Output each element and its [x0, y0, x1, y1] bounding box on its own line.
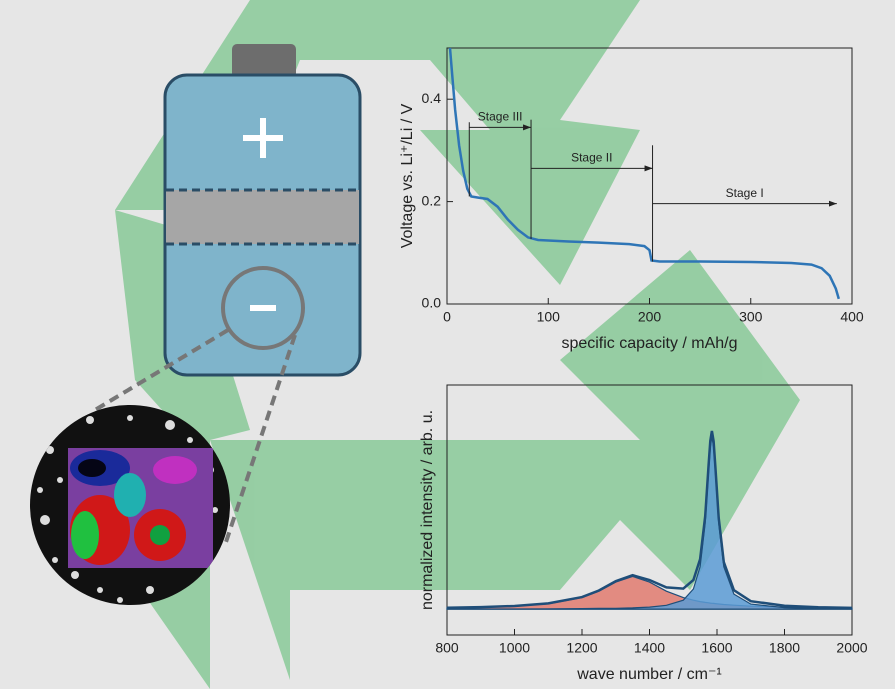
y-axis-label: Voltage vs. Li⁺/Li / V [399, 103, 416, 248]
map-blob [114, 473, 146, 517]
x-tick-label: 1800 [769, 640, 800, 656]
battery-cap [232, 44, 296, 78]
x-tick-label: 1200 [566, 640, 597, 656]
page: 0 100 200 300 400 0.0 0.2 0.4 specific capacity … [0, 0, 895, 689]
x-tick-label: 800 [435, 640, 459, 656]
stage-label: Stage II [571, 150, 612, 164]
map-blob [150, 525, 170, 545]
x-tick-label: 0 [443, 309, 451, 325]
stage-label: Stage III [478, 110, 523, 124]
x-tick-label: 100 [537, 309, 561, 325]
map-blob [71, 511, 99, 559]
y-axis-label: normalized intensity / arb. u. [419, 410, 436, 610]
y-tick-label: 0.2 [422, 192, 442, 208]
x-tick-label: 1000 [499, 640, 530, 656]
x-axis-label: wave number / cm⁻¹ [576, 666, 721, 683]
micrograph [30, 405, 230, 605]
x-tick-label: 1600 [701, 640, 732, 656]
separator [166, 190, 359, 244]
y-tick-label: 0.4 [422, 90, 442, 106]
x-axis-label: specific capacity / mAh/g [561, 335, 737, 352]
map-blob [78, 459, 106, 477]
x-tick-label: 2000 [836, 640, 867, 656]
stage-label: Stage I [726, 186, 764, 200]
map-blob [153, 456, 197, 484]
x-tick-label: 200 [638, 309, 662, 325]
x-tick-label: 400 [840, 309, 864, 325]
x-tick-label: 1400 [634, 640, 665, 656]
x-tick-label: 300 [739, 309, 763, 325]
y-tick-label: 0.0 [422, 295, 442, 311]
figure: 0 100 200 300 400 0.0 0.2 0.4 specific capacity … [0, 0, 895, 689]
